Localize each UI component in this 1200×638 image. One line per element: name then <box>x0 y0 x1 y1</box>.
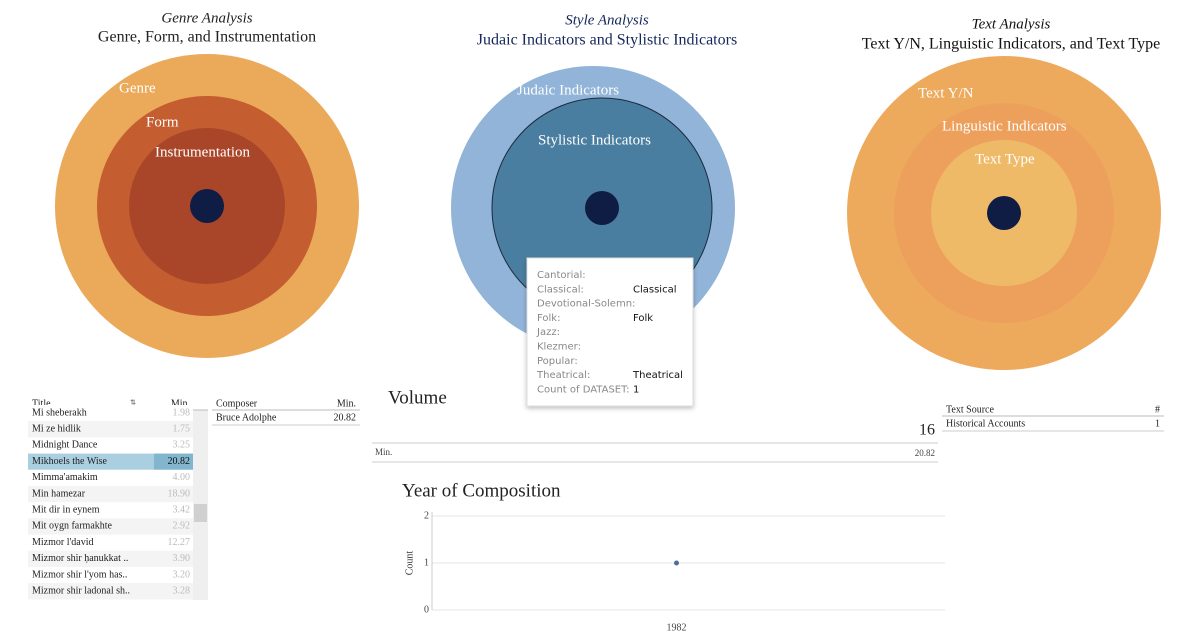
table-fade <box>28 600 208 610</box>
subheading: Text Y/N, Linguistic Indicators, and Tex… <box>862 36 1161 53</box>
tooltip-box <box>526 257 694 407</box>
volume-count: 16 <box>919 422 935 439</box>
ring-label: Form <box>146 114 179 130</box>
tooltip-value: 1 <box>633 384 639 395</box>
tooltip-label: Theatrical: <box>536 370 590 381</box>
table-header: Text Source <box>946 404 994 415</box>
y-tick-label: 2 <box>424 510 429 521</box>
table-cell: 3.20 <box>173 569 191 580</box>
table-header: Min. <box>337 398 356 409</box>
table-cell: Mit dir in eynem <box>32 504 100 515</box>
center-dot <box>190 189 224 223</box>
tooltip-label: Jazz: <box>536 327 560 338</box>
table-row[interactable] <box>28 469 193 486</box>
table-header: Title <box>32 398 51 409</box>
heading: Text Analysis <box>972 16 1051 32</box>
table-cell: 3.42 <box>173 504 191 515</box>
tooltip-value: Theatrical <box>632 370 683 381</box>
table-cell: Mizmor shir ladonal sh.. <box>32 585 130 596</box>
tooltip-label: Classical: <box>537 284 584 295</box>
table-row[interactable] <box>28 534 193 551</box>
y-tick-label: 1 <box>424 557 429 568</box>
ring-label: Genre <box>119 80 156 96</box>
tooltip-label: Folk: <box>537 313 560 324</box>
heading: Genre Analysis <box>161 10 252 26</box>
ring-label: Stylistic Indicators <box>538 132 651 148</box>
table-header: Composer <box>216 398 258 409</box>
tooltip-label: Popular: <box>537 356 578 367</box>
tooltip-value: Folk <box>633 313 653 324</box>
table-cell: 1.98 <box>173 407 191 418</box>
table-header: # <box>1155 404 1160 415</box>
table-cell: Mit oygn farmakhte <box>32 521 113 532</box>
table-header: Min. <box>171 398 190 409</box>
tooltip: Cantorial: Classical: Classical Devotional-… <box>526 257 694 407</box>
table-cell: Mizmor l'david <box>32 537 94 548</box>
center-dot <box>585 191 619 225</box>
y-tick-label: 0 <box>424 604 429 615</box>
table-cell: Historical Accounts <box>946 418 1025 429</box>
table-cell: Mikhoels the Wise <box>32 456 108 467</box>
table-cell: 18.90 <box>168 488 191 499</box>
heading: Style Analysis <box>565 12 649 28</box>
center-dot <box>987 196 1021 230</box>
volume-measure: Min. <box>375 447 392 457</box>
table-cell: 1.75 <box>173 423 191 434</box>
table-cell: 12.27 <box>168 537 191 548</box>
table-row[interactable] <box>28 405 193 422</box>
table-cell: Mizmor shir l'yom has.. <box>32 569 127 580</box>
table-cell: 20.82 <box>168 456 191 467</box>
tooltip-label: Devotional-Solemn: <box>537 299 635 310</box>
table-cell: Mimma'amakim <box>32 472 98 483</box>
table-cell: Mi sheberakh <box>32 407 87 418</box>
table-cell: 2.92 <box>173 521 191 532</box>
table-cell: Mizmor shir ḥanukkat .. <box>32 553 128 564</box>
table-cell: 3.28 <box>173 585 191 596</box>
chart-title: Year of Composition <box>402 480 561 501</box>
table-row[interactable] <box>28 421 193 438</box>
table-cell: 4.00 <box>173 472 191 483</box>
table-cell: 1 <box>1155 418 1160 429</box>
table-cell: Midnight Dance <box>32 440 98 451</box>
ring-label: Judaic Indicators <box>517 82 619 98</box>
tooltip-label: Cantorial: <box>537 270 586 281</box>
x-tick-label: 1982 <box>667 622 687 633</box>
ring-label: Linguistic Indicators <box>942 118 1067 134</box>
subheading: Judaic Indicators and Stylistic Indicato… <box>477 32 737 49</box>
table-cell: Min hamezar <box>32 488 86 499</box>
tooltip-label: Klezmer: <box>537 342 581 353</box>
table-row[interactable] <box>28 518 193 535</box>
table-row[interactable] <box>28 486 193 503</box>
volume-value: 20.82 <box>915 448 935 458</box>
table-cell: 3.90 <box>173 553 191 564</box>
ring-label: Text Type <box>975 151 1035 167</box>
table-cell: Mi ze hidlik <box>32 423 81 434</box>
y-axis-label: Count <box>404 551 415 576</box>
ring-label: Instrumentation <box>155 144 250 160</box>
table-row[interactable] <box>28 502 193 519</box>
table-row[interactable] <box>28 437 193 454</box>
table-cell: 3.25 <box>173 440 191 451</box>
table-row[interactable] <box>28 583 193 600</box>
row-highlight <box>154 453 193 470</box>
table-row[interactable] <box>28 453 193 470</box>
tooltip-value: Classical <box>633 284 677 295</box>
sort-icon[interactable]: ⇅ <box>130 399 136 407</box>
tooltip-label: Count of DATASET: <box>537 384 630 395</box>
table-row[interactable] <box>28 567 193 584</box>
table-cell: Bruce Adolphe <box>216 412 277 423</box>
table-row[interactable] <box>28 550 193 567</box>
point <box>674 560 679 566</box>
scroll-thumb[interactable] <box>194 504 207 522</box>
volume-title: Volume <box>388 387 447 408</box>
table-cell: 20.82 <box>334 412 357 423</box>
ring-label: Text Y/N <box>918 85 974 101</box>
subheading: Genre, Form, and Instrumentation <box>98 29 316 46</box>
